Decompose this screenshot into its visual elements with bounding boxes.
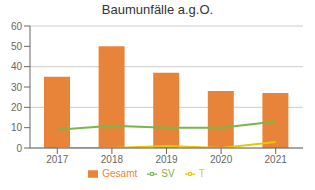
svg-text:50: 50: [11, 41, 23, 52]
svg-text:2020: 2020: [210, 154, 233, 165]
svg-text:2018: 2018: [101, 154, 124, 165]
html-text:Gesamt: Gesamt: [102, 168, 138, 179]
svg-text:2021: 2021: [265, 154, 288, 165]
html-text:T: T: [198, 168, 205, 179]
svg-text:10: 10: [11, 122, 23, 133]
html-text:Baumunfälle a.g.O.: Baumunfälle a.g.O.: [101, 2, 214, 17]
svg-text:30: 30: [11, 82, 23, 93]
svg-text:0: 0: [16, 143, 22, 154]
svg-text:20: 20: [11, 102, 23, 113]
svg-text:2019: 2019: [155, 154, 178, 165]
html-text:SV: SV: [161, 168, 175, 179]
svg-text:2017: 2017: [46, 154, 69, 165]
svg-text:40: 40: [11, 61, 23, 72]
svg-text:60: 60: [11, 21, 23, 32]
